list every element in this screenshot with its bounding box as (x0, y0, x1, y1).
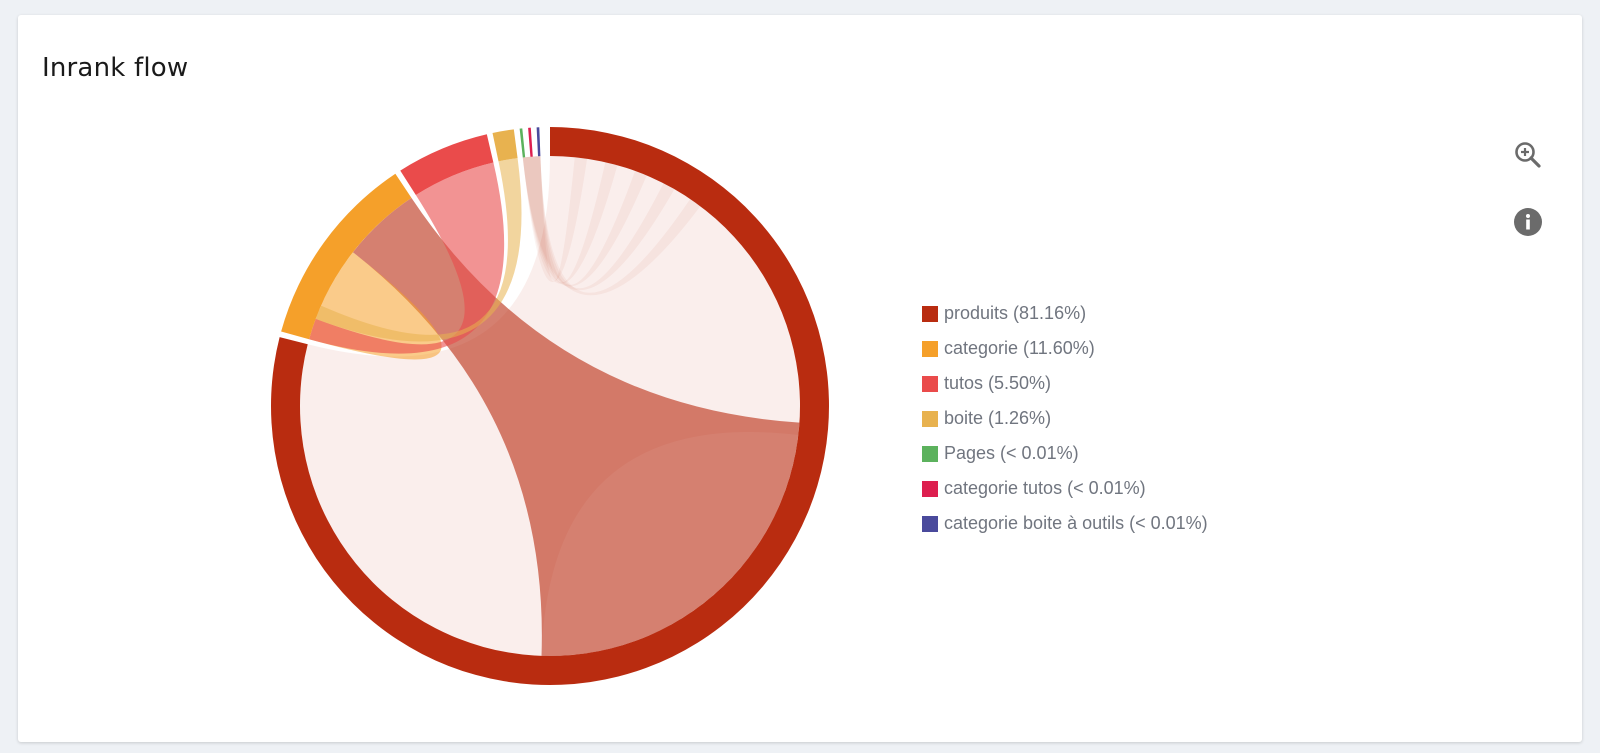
legend-swatch (922, 515, 938, 532)
legend-item-boite[interactable]: boite (1.26%) (922, 401, 1208, 436)
legend-label: categorie boite à outils (< 0.01%) (944, 513, 1208, 533)
legend-label: categorie tutos (< 0.01%) (944, 478, 1146, 498)
chord-diagram (271, 127, 830, 685)
legend-swatch (922, 480, 938, 497)
legend-item-categorie-tutos[interactable]: categorie tutos (< 0.01%) (922, 471, 1208, 506)
legend-swatch (922, 375, 938, 392)
zoom-button[interactable] (1511, 138, 1545, 172)
info-icon (1514, 208, 1542, 236)
legend-item-pages[interactable]: Pages (< 0.01%) (922, 436, 1208, 471)
chord-produits-categorie (352, 197, 800, 656)
chord-minor-flow (522, 156, 701, 296)
inrank-flow-panel: Inrank flow produits (81.16%) categorie … (18, 15, 1582, 742)
chart-legend: produits (81.16%) categorie (11.60%) tut… (922, 296, 1208, 541)
legend-label: boite (1.26%) (944, 408, 1052, 428)
legend-swatch (922, 445, 938, 462)
chords-layer (300, 156, 800, 656)
chord-minor-flow (522, 156, 618, 284)
group-arc-tutos (400, 134, 494, 196)
legend-label: tutos (5.50%) (944, 373, 1052, 393)
legend-swatch (922, 305, 938, 322)
group-arc-categorie-boite-outils (536, 127, 541, 157)
group-arc-categorie-tutos (528, 127, 533, 157)
chord-minor-flow (522, 156, 675, 291)
legend-label: produits (81.16%) (944, 303, 1087, 323)
chord-boite (315, 158, 522, 342)
chord-tutos (309, 162, 505, 354)
group-arc-pages (519, 128, 526, 158)
legend-swatch (922, 340, 938, 357)
chord-minor-flow (522, 156, 588, 283)
info-button[interactable] (1511, 205, 1545, 239)
arcs-layer (271, 127, 830, 685)
legend-item-categorie[interactable]: categorie (11.60%) (922, 331, 1208, 366)
legend-label: categorie (11.60%) (944, 338, 1095, 358)
group-arc-boite (492, 129, 518, 162)
zoom-in-icon (1515, 142, 1541, 168)
legend-item-produits[interactable]: produits (81.16%) (922, 296, 1208, 331)
legend-swatch (922, 410, 938, 427)
legend-item-tutos[interactable]: tutos (5.50%) (922, 366, 1208, 401)
chord-minor-flow (522, 156, 647, 287)
legend-label: Pages (< 0.01%) (944, 443, 1079, 463)
legend-item-categorie-boite-a-outils[interactable]: categorie boite à outils (< 0.01%) (922, 506, 1208, 541)
group-arc-categorie (281, 173, 412, 340)
panel-title: Inrank flow (42, 53, 189, 83)
